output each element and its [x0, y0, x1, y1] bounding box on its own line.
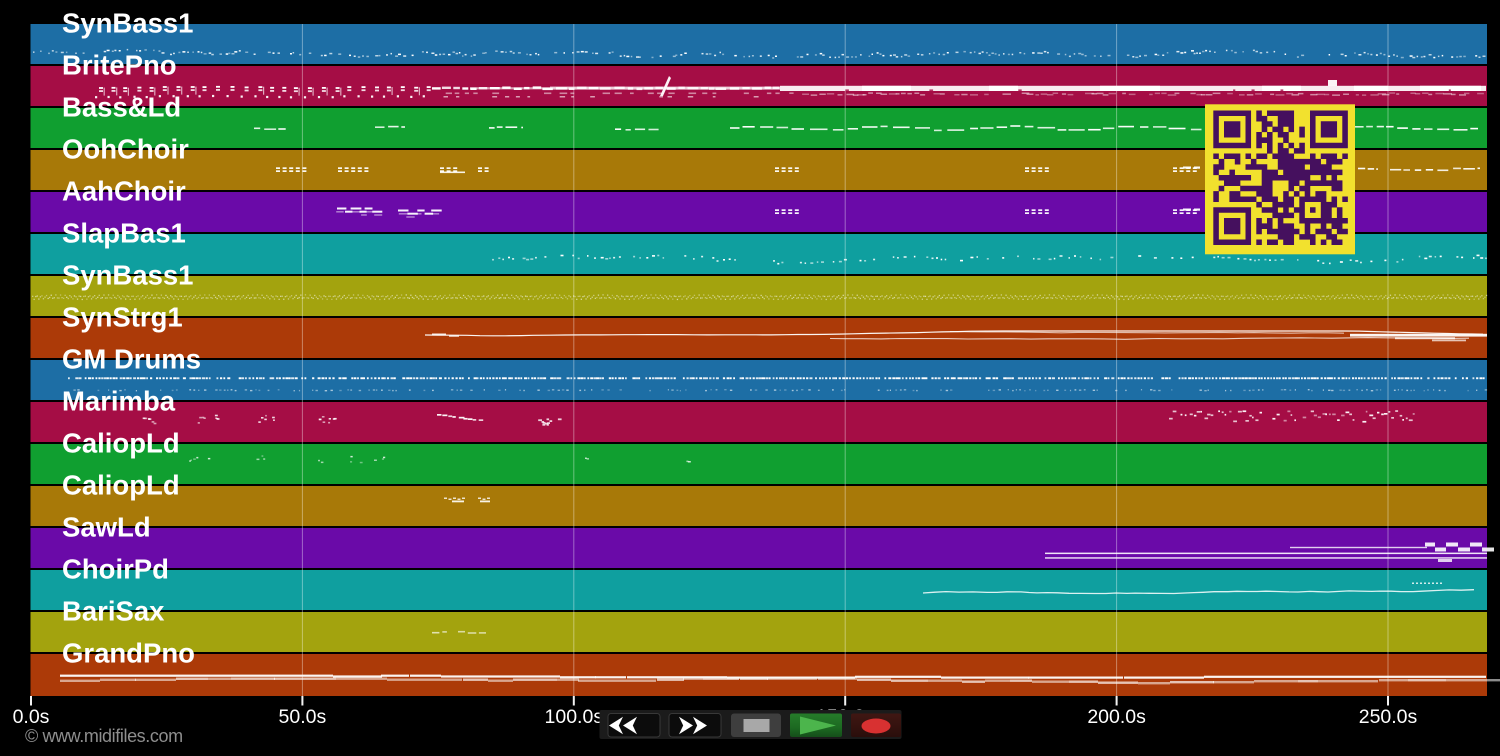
svg-text:SynBass1: SynBass1	[62, 8, 193, 39]
svg-text:50.0s: 50.0s	[279, 706, 327, 728]
svg-text:OohChoir: OohChoir	[62, 134, 189, 165]
svg-text:ChoirPd: ChoirPd	[62, 554, 169, 585]
svg-text:GrandPno: GrandPno	[62, 638, 195, 669]
svg-text:250.0s: 250.0s	[1359, 706, 1418, 728]
svg-text:100.0s: 100.0s	[545, 706, 604, 728]
svg-text:SynStrg1: SynStrg1	[62, 302, 183, 333]
svg-text:CaliopLd: CaliopLd	[62, 470, 180, 501]
svg-text:GM Drums: GM Drums	[62, 344, 201, 375]
svg-text:CaliopLd: CaliopLd	[62, 428, 180, 459]
svg-text:BritePno: BritePno	[62, 50, 177, 81]
svg-text:Marimba: Marimba	[62, 386, 176, 417]
svg-text:200.0s: 200.0s	[1087, 706, 1146, 728]
svg-text:0.0s: 0.0s	[13, 706, 50, 728]
svg-text:© www.midifiles.com: © www.midifiles.com	[25, 726, 183, 746]
svg-text:Bass&Ld: Bass&Ld	[62, 92, 181, 123]
svg-text:SlapBas1: SlapBas1	[62, 218, 186, 249]
svg-text:SawLd: SawLd	[62, 512, 151, 543]
svg-text:BariSax: BariSax	[62, 596, 165, 627]
svg-text:AahChoir: AahChoir	[62, 176, 186, 207]
svg-text:SynBass1: SynBass1	[62, 260, 193, 291]
